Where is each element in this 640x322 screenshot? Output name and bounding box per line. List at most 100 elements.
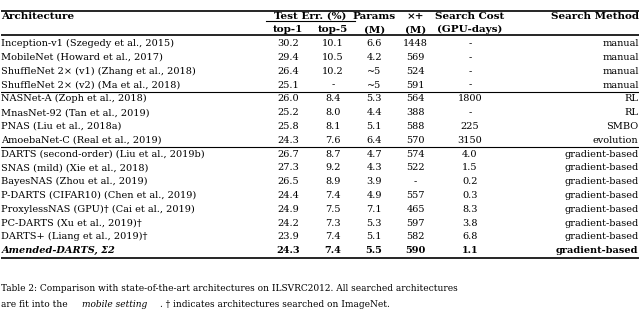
Text: 7.1: 7.1 bbox=[366, 205, 382, 214]
Text: 1.5: 1.5 bbox=[462, 163, 477, 172]
Text: 25.8: 25.8 bbox=[277, 122, 299, 131]
Text: are fit into the: are fit into the bbox=[1, 300, 71, 309]
Text: -: - bbox=[468, 53, 472, 62]
Text: 570: 570 bbox=[406, 136, 425, 145]
Text: 1.1: 1.1 bbox=[461, 246, 478, 255]
Text: BayesNAS (Zhou et al., 2019): BayesNAS (Zhou et al., 2019) bbox=[1, 177, 148, 186]
Text: 24.3: 24.3 bbox=[276, 246, 300, 255]
Text: DARTS+ (Liang et al., 2019)†: DARTS+ (Liang et al., 2019)† bbox=[1, 232, 148, 242]
Text: 24.2: 24.2 bbox=[277, 219, 299, 228]
Text: Table 2: Comparison with state-of-the-art architectures on ILSVRC2012. All searc: Table 2: Comparison with state-of-the-ar… bbox=[1, 284, 458, 293]
Text: 564: 564 bbox=[406, 94, 425, 103]
Text: SNAS (mild) (Xie et al., 2018): SNAS (mild) (Xie et al., 2018) bbox=[1, 163, 148, 172]
Text: 5.1: 5.1 bbox=[367, 122, 382, 131]
Text: 25.2: 25.2 bbox=[277, 108, 299, 117]
Text: gradient-based: gradient-based bbox=[564, 191, 639, 200]
Text: 7.4: 7.4 bbox=[325, 191, 340, 200]
Text: 4.3: 4.3 bbox=[366, 163, 382, 172]
Text: 522: 522 bbox=[406, 163, 425, 172]
Text: 1448: 1448 bbox=[403, 39, 428, 48]
Text: 4.4: 4.4 bbox=[366, 108, 382, 117]
Text: 3.9: 3.9 bbox=[367, 177, 382, 186]
Text: 30.2: 30.2 bbox=[277, 39, 299, 48]
Text: 26.5: 26.5 bbox=[277, 177, 299, 186]
Text: ProxylessNAS (GPU)† (Cai et al., 2019): ProxylessNAS (GPU)† (Cai et al., 2019) bbox=[1, 205, 195, 214]
Text: -: - bbox=[468, 39, 472, 48]
Text: -: - bbox=[468, 80, 472, 90]
Text: 8.3: 8.3 bbox=[462, 205, 477, 214]
Text: 26.0: 26.0 bbox=[277, 94, 299, 103]
Text: 1800: 1800 bbox=[458, 94, 482, 103]
Text: 0.3: 0.3 bbox=[462, 191, 477, 200]
Text: 6.6: 6.6 bbox=[367, 39, 382, 48]
Text: 6.8: 6.8 bbox=[462, 232, 477, 242]
Text: gradient-based: gradient-based bbox=[564, 163, 639, 172]
Text: 10.1: 10.1 bbox=[322, 39, 344, 48]
Text: 6.4: 6.4 bbox=[367, 136, 382, 145]
Text: 8.4: 8.4 bbox=[325, 94, 340, 103]
Text: ~5: ~5 bbox=[367, 80, 381, 90]
Text: Search Cost: Search Cost bbox=[435, 12, 504, 21]
Text: -: - bbox=[468, 67, 472, 76]
Text: SMBO: SMBO bbox=[607, 122, 639, 131]
Text: 10.5: 10.5 bbox=[322, 53, 344, 62]
Text: 29.4: 29.4 bbox=[277, 53, 299, 62]
Text: mobile setting: mobile setting bbox=[83, 300, 148, 309]
Text: P-DARTS (CIFAR10) (Chen et al., 2019): P-DARTS (CIFAR10) (Chen et al., 2019) bbox=[1, 191, 196, 200]
Text: top-1: top-1 bbox=[273, 25, 303, 34]
Text: gradient-based: gradient-based bbox=[564, 177, 639, 186]
Text: 5.1: 5.1 bbox=[367, 232, 382, 242]
Text: MobileNet (Howard et al., 2017): MobileNet (Howard et al., 2017) bbox=[1, 53, 163, 62]
Text: 388: 388 bbox=[406, 108, 425, 117]
Text: ×+: ×+ bbox=[407, 12, 424, 21]
Text: gradient-based: gradient-based bbox=[564, 232, 639, 242]
Text: (GPU-days): (GPU-days) bbox=[437, 25, 502, 34]
Text: evolution: evolution bbox=[593, 136, 639, 145]
Text: 4.0: 4.0 bbox=[462, 150, 477, 159]
Text: (M): (M) bbox=[405, 25, 426, 34]
Text: 24.3: 24.3 bbox=[277, 136, 299, 145]
Text: 8.1: 8.1 bbox=[325, 122, 340, 131]
Text: -: - bbox=[468, 108, 472, 117]
Text: Amended-DARTS, Σ2: Amended-DARTS, Σ2 bbox=[1, 246, 115, 255]
Text: 26.4: 26.4 bbox=[277, 67, 299, 76]
Text: 4.2: 4.2 bbox=[366, 53, 382, 62]
Text: 7.5: 7.5 bbox=[325, 205, 340, 214]
Text: ShuffleNet 2× (v1) (Zhang et al., 2018): ShuffleNet 2× (v1) (Zhang et al., 2018) bbox=[1, 67, 196, 76]
Text: RL: RL bbox=[625, 108, 639, 117]
Text: (M): (M) bbox=[364, 25, 385, 34]
Text: gradient-based: gradient-based bbox=[564, 219, 639, 228]
Text: 7.6: 7.6 bbox=[325, 136, 340, 145]
Text: 557: 557 bbox=[406, 191, 425, 200]
Text: 26.7: 26.7 bbox=[277, 150, 299, 159]
Text: 225: 225 bbox=[460, 122, 479, 131]
Text: Params: Params bbox=[353, 12, 396, 21]
Text: 24.4: 24.4 bbox=[277, 191, 299, 200]
Text: 582: 582 bbox=[406, 232, 425, 242]
Text: 574: 574 bbox=[406, 150, 425, 159]
Text: Test Err. (%): Test Err. (%) bbox=[275, 12, 347, 21]
Text: ~5: ~5 bbox=[367, 67, 381, 76]
Text: 5.3: 5.3 bbox=[367, 219, 382, 228]
Text: MnasNet-92 (Tan et al., 2019): MnasNet-92 (Tan et al., 2019) bbox=[1, 108, 150, 117]
Text: Inception-v1 (Szegedy et al., 2015): Inception-v1 (Szegedy et al., 2015) bbox=[1, 39, 174, 48]
Text: PNAS (Liu et al., 2018a): PNAS (Liu et al., 2018a) bbox=[1, 122, 122, 131]
Text: 23.9: 23.9 bbox=[277, 232, 299, 242]
Text: 7.4: 7.4 bbox=[325, 232, 340, 242]
Text: top-5: top-5 bbox=[317, 25, 348, 34]
Text: 8.7: 8.7 bbox=[325, 150, 340, 159]
Text: 465: 465 bbox=[406, 205, 425, 214]
Text: gradient-based: gradient-based bbox=[556, 246, 639, 255]
Text: 597: 597 bbox=[406, 219, 425, 228]
Text: RL: RL bbox=[625, 94, 639, 103]
Text: 591: 591 bbox=[406, 80, 425, 90]
Text: 7.3: 7.3 bbox=[325, 219, 340, 228]
Text: Architecture: Architecture bbox=[1, 12, 74, 21]
Text: . † indicates architectures searched on ImageNet.: . † indicates architectures searched on … bbox=[160, 300, 390, 309]
Text: AmoebaNet-C (Real et al., 2019): AmoebaNet-C (Real et al., 2019) bbox=[1, 136, 162, 145]
Text: 8.0: 8.0 bbox=[325, 108, 340, 117]
Text: 27.3: 27.3 bbox=[277, 163, 299, 172]
Text: 7.4: 7.4 bbox=[324, 246, 341, 255]
Text: 3.8: 3.8 bbox=[462, 219, 477, 228]
Text: Search Method: Search Method bbox=[550, 12, 639, 21]
